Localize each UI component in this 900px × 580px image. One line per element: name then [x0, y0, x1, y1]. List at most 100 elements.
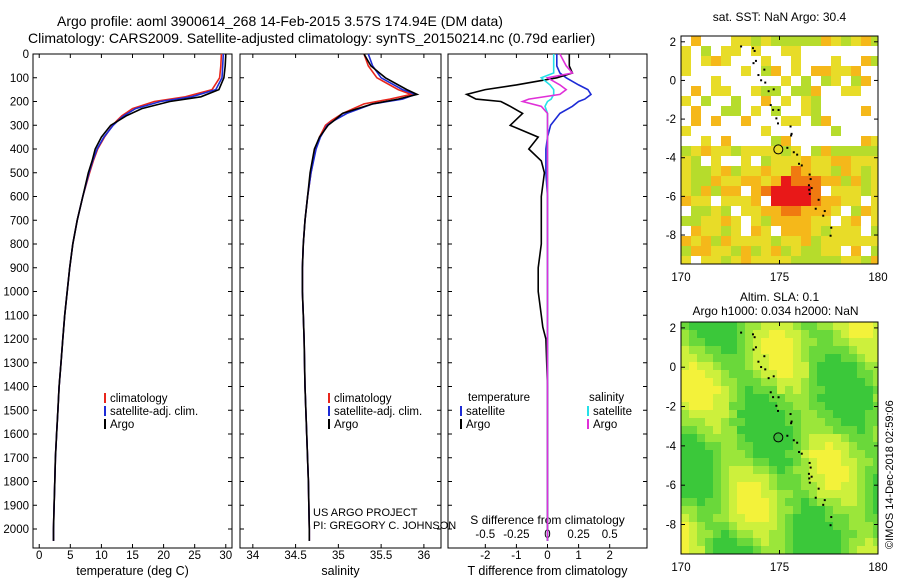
map-cell [721, 186, 731, 196]
map-cell [721, 426, 729, 434]
map-cell [871, 196, 878, 206]
series-line-salinity-Argo [519, 53, 574, 541]
map-cell [761, 186, 771, 196]
island-dot [790, 422, 793, 425]
map-cell [857, 474, 865, 482]
map-cell [833, 466, 841, 474]
island-dot [763, 355, 766, 358]
map-cell [745, 330, 753, 338]
map-cell [809, 546, 817, 554]
map-cell [793, 442, 801, 450]
map-cell [871, 186, 878, 196]
map-cell [701, 166, 711, 176]
map-cell [691, 106, 701, 116]
map-cell [737, 346, 745, 354]
map-cell [737, 322, 745, 330]
legend-label: satellite-adj. clim. [110, 406, 198, 418]
map-cell [809, 474, 817, 482]
map-cell [793, 330, 801, 338]
map-cell [681, 370, 689, 378]
map-cell [689, 538, 697, 546]
island-dot [757, 74, 760, 77]
map-cell [785, 402, 793, 410]
map-cell [809, 346, 817, 354]
island-dot [776, 122, 779, 125]
map-cell [713, 466, 721, 474]
map-cell [731, 216, 741, 226]
island-dot [760, 366, 763, 369]
map-cell [745, 506, 753, 514]
map-cell [689, 370, 697, 378]
island-dots [740, 45, 833, 237]
island-dot [798, 162, 801, 165]
map-cell [811, 196, 821, 206]
map-cell [865, 538, 873, 546]
map-cell [729, 450, 737, 458]
island-dot [809, 178, 812, 181]
map-cell [771, 166, 781, 176]
map-cell [745, 410, 753, 418]
map-cell [809, 458, 817, 466]
map-cell [713, 530, 721, 538]
map-cell [865, 442, 873, 450]
map-cell [841, 362, 849, 370]
map-cell [777, 466, 785, 474]
map-cell [681, 426, 689, 434]
map-cell [781, 256, 791, 264]
map-cell [841, 176, 851, 186]
map-cell [781, 76, 791, 86]
map-cell [809, 322, 817, 330]
map-cell [689, 330, 697, 338]
map-cell [871, 166, 878, 176]
map-cell [781, 96, 791, 106]
map-cell [817, 498, 825, 506]
map-cell [691, 216, 701, 226]
map-cell [873, 450, 878, 458]
map-cell [825, 378, 833, 386]
map-cell [777, 442, 785, 450]
map-cell [771, 216, 781, 226]
map-cell [711, 186, 721, 196]
island-dot [752, 62, 755, 65]
map-cell [791, 66, 801, 76]
map-cell [745, 538, 753, 546]
map-cell [873, 466, 878, 474]
map-cell [737, 442, 745, 450]
map-cell [801, 538, 809, 546]
island-dot [807, 472, 810, 475]
map-cell [801, 434, 809, 442]
map-cell [851, 196, 861, 206]
map-cell [737, 450, 745, 458]
map-cell [737, 426, 745, 434]
map-cell [861, 106, 871, 116]
map-cell [761, 410, 769, 418]
map-cell [753, 378, 761, 386]
map-cell [697, 354, 705, 362]
map-cell [857, 522, 865, 530]
map-cell [761, 66, 771, 76]
map-cell [801, 450, 809, 458]
map-cell [697, 338, 705, 346]
map-cell [801, 354, 809, 362]
map-cell [731, 36, 741, 46]
legend-label: Argo [334, 419, 358, 431]
map-cell [809, 410, 817, 418]
island-dot [763, 68, 766, 71]
map-cell [745, 370, 753, 378]
map-cell [873, 410, 878, 418]
map-cell [817, 530, 825, 538]
map-cell [825, 466, 833, 474]
map-cell [691, 36, 701, 46]
map-cell [865, 458, 873, 466]
map-cell [769, 538, 777, 546]
map-cell [701, 216, 711, 226]
map-cell [681, 236, 691, 246]
map-cell [825, 330, 833, 338]
map-cell [777, 490, 785, 498]
map-cell [689, 530, 697, 538]
map-cell [751, 196, 761, 206]
map-cell [745, 434, 753, 442]
map-cell [865, 394, 873, 402]
map-cell [771, 36, 781, 46]
map-cell [781, 116, 791, 126]
